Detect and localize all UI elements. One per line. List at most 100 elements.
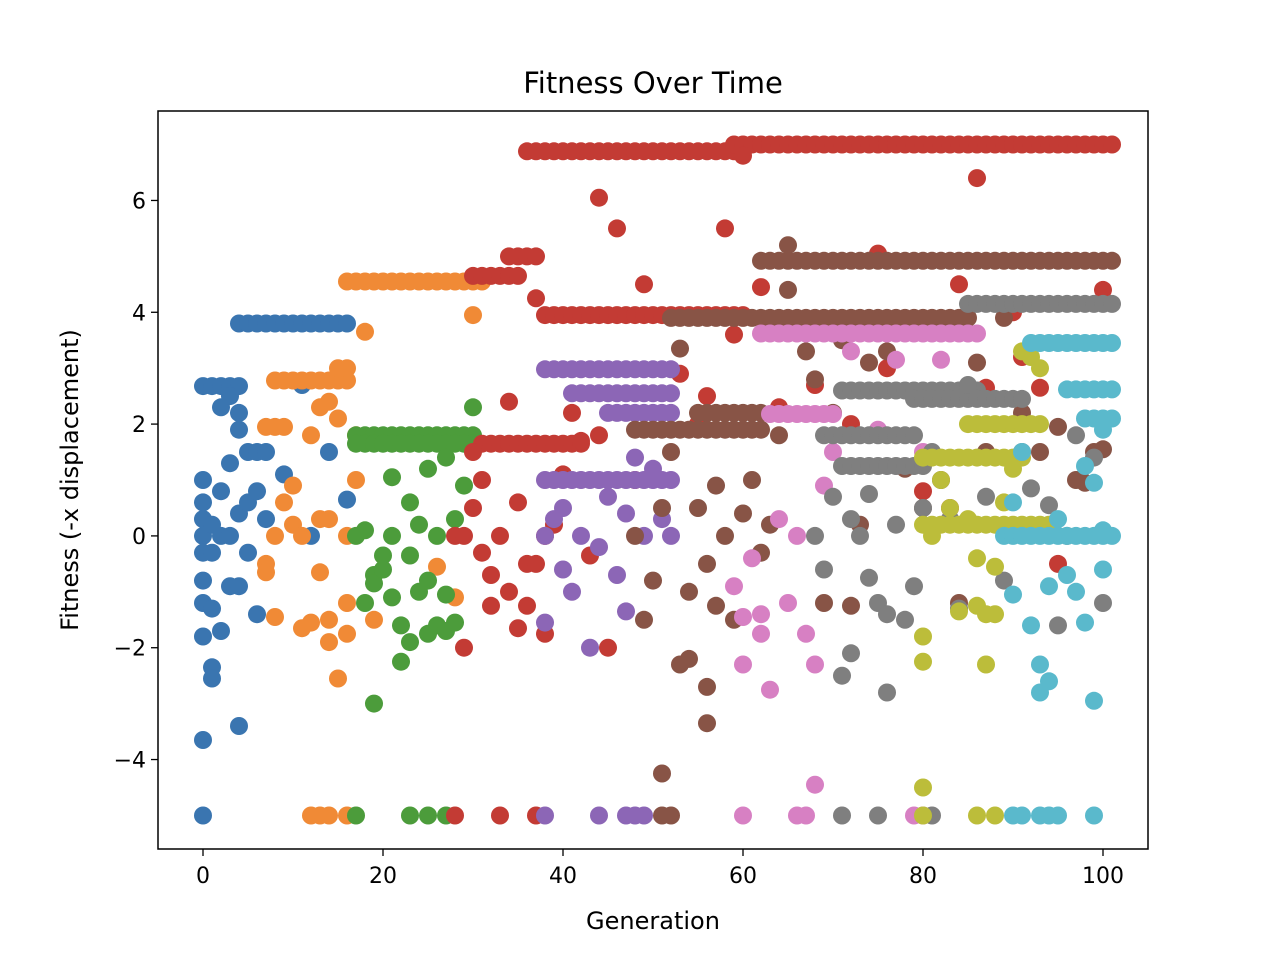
data-point (995, 308, 1013, 327)
data-point (401, 633, 419, 652)
data-point (824, 443, 842, 461)
data-point (950, 602, 968, 621)
data-point (752, 605, 770, 624)
data-point (428, 526, 446, 545)
data-point (527, 554, 545, 573)
data-point (698, 677, 716, 696)
data-point (446, 806, 464, 825)
data-point (914, 482, 932, 501)
data-point (401, 493, 419, 512)
data-point (410, 515, 428, 534)
data-point (221, 526, 239, 545)
data-point (275, 493, 293, 512)
data-point (986, 806, 1004, 825)
data-point (1031, 378, 1049, 397)
data-point (248, 605, 266, 624)
data-point (1076, 457, 1094, 475)
data-point (707, 476, 725, 495)
x-axis: 0 20 40 60 80 100 (196, 849, 1124, 889)
data-point (1013, 443, 1031, 461)
data-point (797, 624, 815, 643)
data-point (806, 370, 824, 389)
y-axis-label: Fitness (-x displacement) (56, 329, 84, 631)
data-point (824, 405, 842, 423)
data-point (734, 504, 752, 523)
data-point (518, 596, 536, 615)
data-point (842, 596, 860, 615)
data-point (383, 526, 401, 545)
data-point (284, 476, 302, 495)
data-point (338, 490, 356, 509)
data-point (968, 549, 986, 568)
data-point (374, 546, 392, 565)
data-point (383, 468, 401, 487)
data-point (932, 471, 950, 489)
data-point (590, 538, 608, 557)
data-point (230, 717, 248, 735)
data-point (194, 806, 212, 825)
data-point (302, 613, 320, 632)
data-point (464, 443, 482, 461)
data-point (356, 521, 374, 540)
data-point (833, 806, 851, 825)
data-point (1085, 691, 1103, 710)
series-0 (194, 314, 356, 825)
data-point (842, 342, 860, 361)
data-point (824, 487, 842, 506)
data-point (914, 652, 932, 671)
data-point (806, 655, 824, 674)
data-point (662, 806, 680, 825)
data-point (455, 638, 473, 657)
data-point (419, 459, 437, 478)
data-point (419, 571, 437, 590)
data-point (329, 409, 347, 428)
data-point (914, 499, 932, 517)
data-point (239, 543, 257, 562)
data-point (392, 652, 410, 671)
y-tick-label: −2 (114, 637, 146, 662)
data-point (1094, 594, 1112, 612)
data-point (212, 622, 230, 640)
plot-frame (157, 110, 1149, 850)
data-point (815, 594, 833, 612)
x-tick-label: 80 (909, 864, 937, 889)
data-point (635, 275, 653, 294)
data-point (230, 403, 248, 422)
data-point (608, 566, 626, 584)
data-point (590, 188, 608, 207)
data-point (734, 146, 752, 165)
x-tick-label: 60 (729, 864, 757, 889)
data-point (203, 669, 221, 688)
data-point (968, 353, 986, 372)
chart-title: Fitness Over Time (523, 66, 783, 100)
data-point (662, 384, 680, 403)
data-point (725, 325, 743, 344)
data-point (1031, 443, 1049, 461)
series-9 (995, 334, 1121, 825)
data-point (464, 306, 482, 325)
data-point (968, 169, 986, 188)
data-point (464, 499, 482, 517)
data-point (779, 236, 797, 255)
data-point (509, 266, 527, 285)
data-point (275, 417, 293, 436)
data-point (1049, 510, 1067, 529)
data-point (428, 557, 446, 576)
data-point (590, 806, 608, 825)
data-point (401, 806, 419, 825)
data-point (194, 493, 212, 512)
series-7 (806, 294, 1121, 825)
data-point (644, 459, 662, 478)
data-point (680, 582, 698, 601)
data-point (446, 510, 464, 529)
data-point (527, 289, 545, 308)
data-point (959, 510, 977, 529)
data-point (770, 426, 788, 445)
data-point (1049, 616, 1067, 635)
data-point (437, 585, 455, 604)
data-point (482, 566, 500, 584)
data-point (851, 526, 869, 545)
data-point (833, 666, 851, 685)
data-point (986, 605, 1004, 624)
data-point (599, 638, 617, 657)
